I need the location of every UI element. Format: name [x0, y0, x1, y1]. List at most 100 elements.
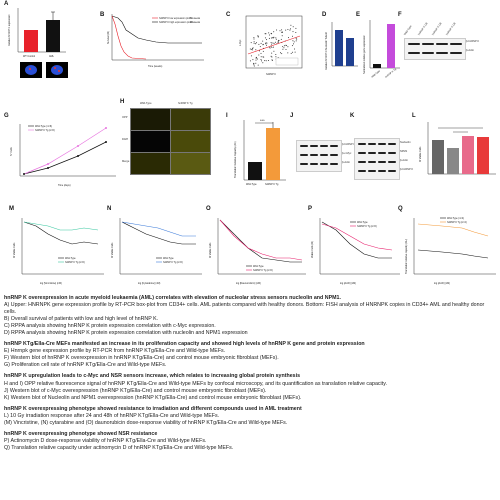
panel-c-point — [264, 33, 266, 35]
panel-c-point — [260, 56, 262, 58]
panel-g-ylabel: N° Cells — [10, 147, 13, 156]
panel-c-point — [266, 39, 268, 41]
caption-mno: (M) Vincristine, (N) cytarabine and (O) … — [4, 419, 288, 426]
panel-d-ylabel: Relative hnRNP K/Nucleolin Tubulin — [325, 31, 328, 70]
panel-c-point — [250, 42, 252, 44]
panel-c-point — [271, 52, 273, 54]
panel-k-row-1: Nucleolin — [400, 141, 411, 144]
panel-c-point — [262, 50, 264, 52]
panel-c-point — [252, 48, 253, 49]
caption-k: K) Western blot of Nucleolin and NPM1 ov… — [4, 394, 302, 401]
panel-h-row-opp: OPP — [122, 116, 128, 119]
panel-c-point — [257, 35, 259, 37]
panel-j-row-1: β-hnRNP K — [342, 143, 356, 146]
panel-a-bar-aml — [46, 20, 60, 52]
panel-label-k: K — [350, 113, 355, 119]
panel-c-point — [259, 46, 261, 48]
panel-b-count-high: 47 weeks — [190, 21, 201, 24]
panel-c-point — [256, 42, 257, 44]
panel-p-dose-response: Wild-Type hnRNP K Tg (n=6) log [ActD] (n… — [311, 218, 400, 285]
panel-a-bar-chart: Relative hnRNP K expression WT Control A… — [8, 8, 66, 58]
caption-j: J) Western blot of c-Myc overexpression … — [4, 387, 267, 394]
panel-l-bar-chart: % Viable Cells — [419, 122, 496, 175]
caption-f: F) Western blot of hnRNP K overexpressio… — [4, 355, 279, 362]
panel-c-point — [253, 37, 255, 39]
panel-h-row-dapi: DAPI — [122, 138, 129, 141]
panel-c-point — [253, 63, 255, 64]
panel-j-western-blot — [296, 140, 342, 172]
panel-c-point — [287, 46, 289, 48]
caption-section-2-title: hnRNP KTg/Ella-Cre MEFs manifested an in… — [4, 341, 365, 348]
panel-c-point — [290, 52, 292, 54]
panel-e-bar-tg — [387, 24, 395, 68]
panel-c-point — [270, 32, 272, 34]
panel-c-point — [295, 40, 297, 42]
panel-c-point — [285, 29, 287, 31]
caption-c: C) RPPA analysis showing hnRNP K protein… — [4, 323, 216, 330]
panel-c-point — [271, 59, 273, 61]
panel-c-point — [253, 42, 255, 44]
panel-label-b: B — [100, 12, 105, 18]
panel-c-point — [265, 60, 267, 62]
panel-c-point — [253, 38, 255, 40]
panel-c-point — [265, 42, 267, 44]
panel-c-point — [272, 37, 274, 39]
panel-c-point — [273, 46, 274, 48]
panel-h-microscopy-grid — [130, 108, 211, 175]
panel-e-bar-chart: Normalized relative gene expression Wild… — [363, 20, 400, 79]
panel-m-dose-response: Wild-Type hnRNP K Tg (n=6) log [Vincrist… — [13, 218, 104, 285]
panel-c-point — [283, 47, 285, 49]
panel-c-point — [260, 42, 262, 44]
panel-c-point — [295, 37, 297, 39]
panel-q-dose-response: Wild-Type (n=4) hnRNP K Tg (n=4) log [Ac… — [405, 217, 496, 285]
panel-l-bar-4 — [477, 137, 489, 174]
panel-c-point — [292, 51, 294, 53]
panel-b-ylabel: Survival (%) — [107, 31, 110, 44]
panel-c-point — [287, 52, 289, 54]
panel-c-point — [255, 59, 257, 61]
panel-h-col-wt: Wild-Type — [140, 102, 152, 105]
panel-f-row-2: β-Actin — [466, 49, 475, 52]
figure-caption: hnRNP K overexpression in acute myeloid … — [4, 295, 496, 452]
panel-label-m: M — [9, 206, 14, 212]
panel-e-bar-wt — [373, 64, 381, 68]
panel-c-point — [261, 60, 262, 62]
panel-b-legend-high: hnRNP K high expression profile — [159, 21, 194, 24]
panel-j-row-3: β-Actin — [342, 161, 351, 164]
fish-image-aml — [46, 62, 68, 78]
panel-c-point — [253, 65, 255, 67]
panel-o-dose-response: Wild-Type hnRNP K Tg (n=6) log [Daunorub… — [209, 218, 306, 285]
panel-c-point — [281, 53, 283, 55]
panel-e-ylabel: Normalized relative gene expression — [363, 35, 366, 74]
panel-c-point — [276, 29, 278, 31]
fish-image-control — [20, 62, 42, 78]
caption-q: Q) Translation relative capacity under a… — [4, 444, 234, 451]
panel-c-point — [255, 43, 256, 45]
panel-c-point — [268, 37, 270, 39]
panel-c-point — [281, 31, 283, 33]
panel-c-point — [267, 60, 269, 61]
caption-a: A) Upper: HNRNPK gene expression profile… — [4, 302, 485, 316]
panel-l-bar-3 — [462, 136, 474, 174]
panel-l-ylabel: % Viable Cells — [419, 146, 422, 162]
panel-c-point — [275, 38, 277, 40]
panel-p-ylabel: Viable Cells (%) — [311, 241, 314, 258]
panel-n-legend-tg: hnRNP K Tg (n=6) — [163, 261, 183, 264]
panel-o-legend-tg: hnRNP K Tg (n=6) — [253, 269, 273, 272]
panel-label-f: F — [398, 12, 402, 18]
panel-o-legend-wt: Wild-Type — [253, 265, 264, 268]
panel-d-bar-1 — [335, 30, 343, 66]
panel-m-legend-wt: Wild-Type — [65, 257, 76, 260]
panel-q-legend-tg: hnRNP K Tg (n=4) — [447, 221, 467, 224]
panel-label-e: E — [356, 12, 361, 18]
panel-c-point — [252, 59, 254, 61]
panel-q-legend-wt: Wild-Type (n=4) — [447, 217, 464, 220]
panel-m-legend-tg: hnRNP K Tg (n=6) — [65, 261, 85, 264]
panel-label-o: O — [206, 206, 211, 212]
panel-a-cat-aml: AML — [49, 55, 55, 58]
panel-o-xlabel: log [Daunorubicin] (nM) — [236, 282, 261, 285]
caption-section-3-title: hnRNP K upregulation leads to c-Myc and … — [4, 373, 301, 380]
panel-c-point — [273, 50, 275, 52]
panel-c-point — [253, 41, 255, 43]
panel-c-point — [270, 37, 272, 39]
